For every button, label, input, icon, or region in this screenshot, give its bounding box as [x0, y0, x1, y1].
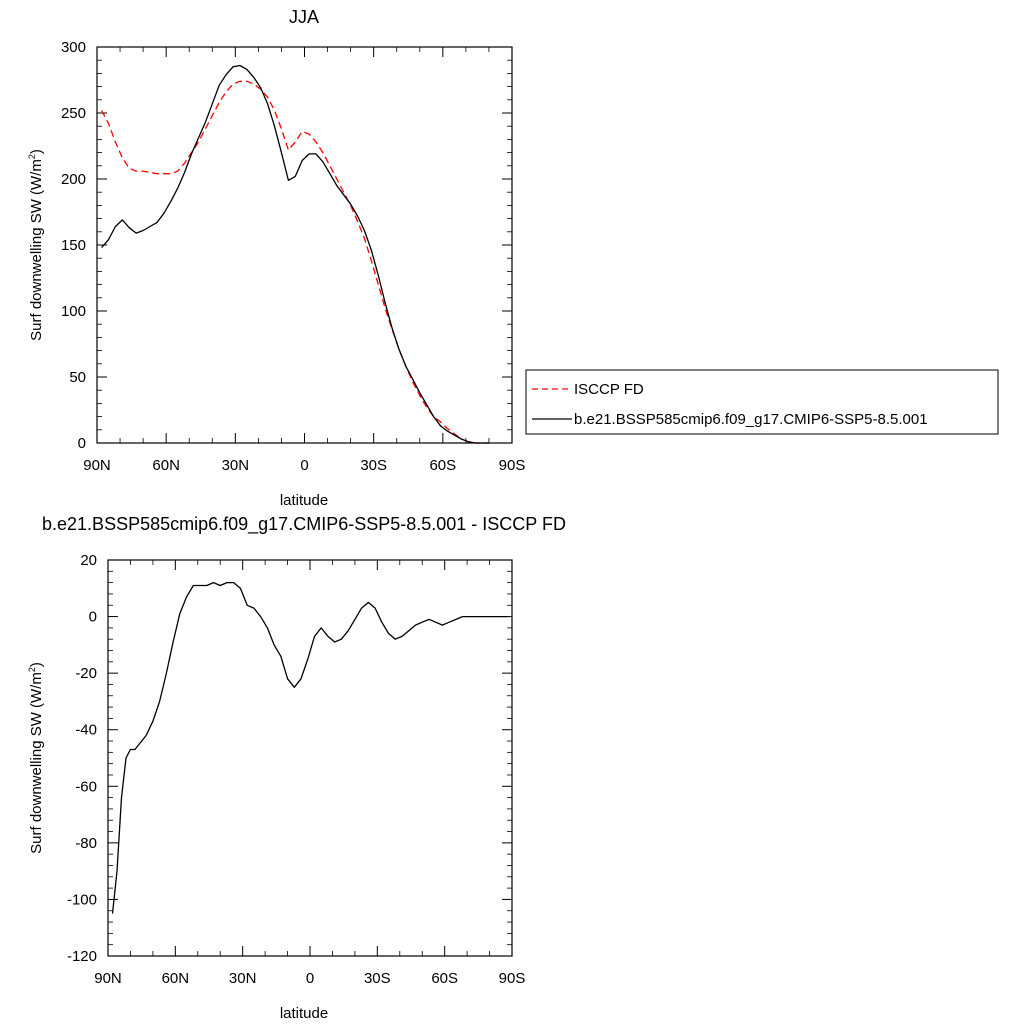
- top-x-tick-label: 30S: [360, 457, 387, 474]
- bottom-y-tick-label: -20: [75, 665, 97, 682]
- bottom-x-tick-label: 60N: [162, 970, 190, 987]
- top-y-tick-label: 100: [61, 303, 86, 320]
- bottom-y-tick-label: -120: [67, 948, 97, 965]
- top-series-lines: [101, 64, 489, 444]
- top-plot-frame: [96, 46, 513, 444]
- top-series-line-1: [101, 64, 489, 444]
- bottom-x-tick-label: 90S: [499, 970, 526, 987]
- bottom-x-axis-label: latitude: [280, 1005, 328, 1022]
- legend: ISCCP FD b.e21.BSSP585cmip6.f09_g17.CMIP…: [525, 369, 999, 435]
- top-x-tick-label: 30N: [222, 457, 250, 474]
- bottom-plot-frame: [107, 559, 513, 957]
- bottom-y-tick-label: -100: [67, 891, 97, 908]
- bottom-ticks: 90N 60N 30N 0 30S 60S 90S -120 -100 -80 -60 -40 -20 0…: [67, 552, 525, 987]
- bottom-y-tick-label: 0: [89, 609, 97, 626]
- top-y-tick-label: 0: [78, 435, 86, 452]
- top-x-tick-label: 60N: [152, 457, 180, 474]
- bottom-y-tick-label: -40: [75, 722, 97, 739]
- top-y-tick-label: 200: [61, 171, 86, 188]
- bottom-y-axis-label: Surf downwelling SW (W/m2): [27, 662, 45, 854]
- top-series-line-0: [101, 80, 489, 444]
- bottom-y-tick-label: -60: [75, 778, 97, 795]
- bottom-x-tick-label: 30N: [229, 970, 257, 987]
- bottom-series-line-0: [111, 581, 508, 914]
- bottom-y-tick-label: 20: [80, 552, 97, 569]
- top-y-tick-label: 300: [61, 39, 86, 56]
- legend-box: [525, 369, 999, 435]
- bottom-y-tick-label: -80: [75, 835, 97, 852]
- panel-top-chart: JJA 90N 60N 30N 0 30S 60S 90S 0 50 100 150 200 250 30…: [27, 7, 999, 509]
- panel-bottom-chart: b.e21.BSSP585cmip6.f09_g17.CMIP6-SSP5-8.…: [27, 514, 566, 1022]
- bottom-x-tick-label: 90N: [94, 970, 122, 987]
- top-y-axis-label: Surf downwelling SW (W/m2): [27, 149, 45, 341]
- bottom-x-tick-label: 60S: [431, 970, 458, 987]
- top-x-axis-label: latitude: [280, 492, 328, 509]
- bottom-chart-title: b.e21.BSSP585cmip6.f09_g17.CMIP6-SSP5-8.…: [42, 514, 566, 535]
- top-y-tick-label: 250: [61, 105, 86, 122]
- top-y-tick-label: 50: [69, 369, 86, 386]
- top-x-tick-label: 0: [300, 457, 308, 474]
- legend-label-isccp: ISCCP FD: [574, 381, 644, 398]
- top-x-tick-label: 90N: [83, 457, 111, 474]
- top-ticks: 90N 60N 30N 0 30S 60S 90S 0 50 100 150 200 250 300: [61, 39, 525, 474]
- bottom-x-tick-label: 30S: [364, 970, 391, 987]
- legend-label-model: b.e21.BSSP585cmip6.f09_g17.CMIP6-SSP5-8.…: [574, 411, 928, 428]
- bottom-x-tick-label: 0: [306, 970, 314, 987]
- top-x-tick-label: 60S: [429, 457, 456, 474]
- top-x-tick-label: 90S: [499, 457, 526, 474]
- top-y-tick-label: 150: [61, 237, 86, 254]
- bottom-series-lines: [111, 581, 508, 914]
- top-chart-title: JJA: [289, 7, 319, 27]
